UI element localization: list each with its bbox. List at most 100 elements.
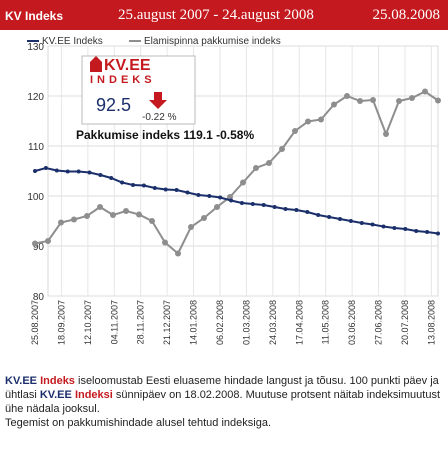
- y-tick-label: 120: [27, 92, 44, 103]
- kv-indeks-point: [218, 195, 223, 200]
- legend-label-pakkumise: Elamispinna pakkumise indeks: [144, 36, 281, 47]
- kv-indeks-point: [359, 221, 364, 225]
- pakkumise-point: [136, 211, 142, 218]
- kv-indeks-point: [348, 219, 353, 223]
- pakkumise-point: [227, 194, 233, 200]
- x-tick-label: 11.05.2008: [321, 300, 331, 344]
- badge-change: -0.22 %: [142, 112, 177, 123]
- pakkumise-point: [84, 213, 90, 219]
- date-range: 25.august 2007 - 24.august 2008: [118, 7, 314, 23]
- pakkumise-point: [162, 239, 168, 246]
- pakkumise-point: [435, 97, 441, 104]
- pakkumise-point: [370, 97, 376, 103]
- footer-paragraph-2: Tegemist on pakkumishindade alusel tehtu…: [5, 417, 271, 429]
- pakkumise-point: [45, 238, 51, 244]
- y-tick-label: 110: [28, 142, 44, 153]
- kv-indeks-point: [294, 208, 299, 212]
- pakkumise-point: [383, 131, 389, 137]
- x-tick-label: 01.03.2008: [241, 300, 251, 345]
- x-tick-label: 12.10.2007: [83, 300, 93, 345]
- kv-indeks-point: [163, 187, 168, 192]
- kv-indeks-point: [196, 193, 201, 197]
- index-chart: 80 90 100 110 120 130 25.08.2007 18.09.2007 12.…: [27, 36, 441, 345]
- x-tick-label: 17.04.2008: [294, 300, 304, 345]
- x-tick-label: 06.02.2008: [215, 300, 225, 345]
- pakkumise-point: [344, 93, 350, 99]
- kv-indeks-point: [261, 203, 266, 207]
- legend-label-kv: KV.EE Indeks: [42, 36, 103, 47]
- kv-indeks-point: [33, 169, 37, 173]
- kv-indeks-point: [109, 176, 114, 180]
- pakkumise-point: [149, 218, 155, 224]
- current-date: 25.08.2008: [372, 7, 441, 23]
- x-tick-label: 04.11.2007: [109, 300, 119, 344]
- kv-indeks-point: [250, 202, 255, 206]
- pakkumise-point: [32, 240, 38, 247]
- pakkumise-point: [201, 215, 207, 221]
- x-tick-label: 24.03.2008: [268, 300, 278, 345]
- x-tick-label: 03.06.2008: [347, 300, 357, 345]
- kv-badge: KV.EE INDEKS 92.5 -0.22 %: [81, 55, 196, 125]
- pakkumise-point: [331, 101, 337, 108]
- house-icon: [90, 56, 102, 72]
- kv-indeks-point: [120, 180, 125, 185]
- kv-indeks-point: [283, 207, 288, 211]
- kv-indeks-point: [338, 217, 342, 221]
- x-tick-label: 21.12.2007: [162, 300, 172, 345]
- kv-indeks-point: [185, 190, 190, 195]
- kv-indeks-point: [65, 169, 70, 174]
- kv-indeks-point: [370, 222, 375, 227]
- annotation: Pakkumise indeks 119.1 -0.58%: [76, 128, 254, 142]
- kv-indeks-point: [43, 166, 48, 170]
- x-tick-label: 13.08.2008: [426, 300, 436, 345]
- badge-value: 92.5: [96, 95, 131, 115]
- pakkumise-point: [123, 208, 129, 214]
- pakkumise-point: [357, 98, 363, 104]
- x-tick-label: 20.07.2008: [400, 300, 410, 345]
- pakkumise-point: [253, 165, 259, 171]
- pakkumise-point: [396, 98, 402, 104]
- pakkumise-point: [188, 224, 194, 230]
- y-axis: 80 90 100 110 120 130: [27, 42, 44, 303]
- kv-indeks-point: [54, 168, 59, 173]
- pakkumise-point: [422, 88, 428, 95]
- x-tick-label: 14.01.2008: [189, 300, 199, 345]
- series-kv-indeks: [33, 166, 440, 236]
- kv-indeks-point: [414, 229, 419, 233]
- y-tick-label: 100: [27, 192, 44, 203]
- kv-indeks-point: [392, 226, 397, 230]
- pakkumise-point: [305, 118, 311, 125]
- kv-indeks-point: [425, 230, 430, 234]
- y-tick-label: 130: [27, 42, 44, 53]
- kv-indeks-point: [436, 231, 440, 236]
- kv-indeks-point: [305, 210, 310, 214]
- x-tick-label: 27.06.2008: [374, 300, 384, 345]
- x-tick-label: 18.09.2007: [56, 300, 66, 345]
- kv-indeks-point: [98, 173, 103, 177]
- legend: KV.EE Indeks Elamispinna pakkumise indek…: [27, 36, 281, 47]
- pakkumise-point: [97, 204, 103, 210]
- y-tick-label: 80: [33, 292, 45, 303]
- pakkumise-point: [292, 128, 298, 134]
- chart-title: KV Indeks: [5, 9, 64, 23]
- pakkumise-point: [71, 216, 77, 223]
- footer-paragraph-1: KV.EE Indeks iseloomustab Eesti eluaseme…: [5, 375, 441, 415]
- pakkumise-point: [175, 250, 181, 257]
- badge-logo-sub: INDEKS: [90, 74, 156, 86]
- kv-indeks-point: [87, 170, 92, 175]
- pakkumise-point: [214, 204, 220, 210]
- pakkumise-point: [409, 95, 415, 101]
- x-tick-label: 28.11.2007: [136, 300, 146, 344]
- y-tick-label: 90: [33, 242, 45, 253]
- pakkumise-point: [318, 116, 324, 123]
- pakkumise-point: [266, 160, 272, 166]
- kv-indeks-point: [229, 198, 234, 203]
- footer-text: KV.EE Indeks iseloomustab Eesti eluaseme…: [5, 374, 443, 430]
- pakkumise-point: [110, 212, 116, 218]
- pakkumise-point: [240, 179, 246, 186]
- series-pakkumise: [32, 88, 441, 257]
- badge-logo-main: KV.EE: [104, 57, 151, 74]
- x-tick-label: 25.08.2007: [30, 300, 40, 345]
- header-bar: KV Indeks 25.august 2007 - 24.august 200…: [0, 0, 448, 30]
- pakkumise-point: [279, 146, 285, 152]
